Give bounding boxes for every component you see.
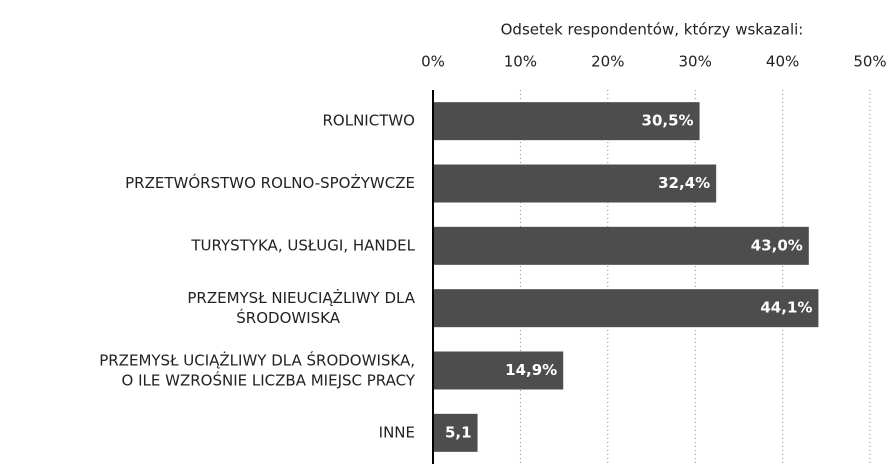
bar (433, 164, 717, 203)
x-tick-label: 30% (679, 53, 712, 71)
chart-title: Odsetek respondentów, którzy wskazali: (501, 21, 804, 39)
bar (433, 289, 819, 328)
bar (433, 413, 478, 452)
data-label: 30,5% (642, 112, 694, 130)
x-tick-label: 0% (421, 53, 445, 71)
x-tick-label: 20% (591, 53, 624, 71)
data-label: 5,1 (445, 423, 472, 441)
x-tick-label: 40% (766, 53, 799, 71)
data-label: 32,4% (658, 174, 710, 192)
bar (433, 226, 809, 265)
bar (433, 102, 700, 141)
data-label: 14,9% (505, 361, 557, 379)
data-label: 44,1% (760, 299, 812, 317)
x-tick-label: 10% (504, 53, 537, 71)
y-tick-label: PRZEMYSŁ UCIĄŻLIWY DLA ŚRODOWISKA, O ILE … (99, 350, 416, 389)
y-tick-label: PRZETWÓRSTWO ROLNO-SPOŻYWCZE (125, 173, 415, 192)
y-tick-label: ROLNICTWO (322, 112, 415, 130)
bar (433, 351, 564, 390)
x-tick-label: 50% (853, 53, 886, 71)
y-tick-label: TURYSTYKA, USŁUGI, HANDEL (190, 236, 415, 254)
y-tick-label: INNE (379, 423, 415, 441)
y-tick-label: PRZEMYSŁ NIEUCIĄŻLIWY DLA ŚRODOWISKA (187, 288, 415, 327)
data-label: 43,0% (751, 236, 803, 254)
